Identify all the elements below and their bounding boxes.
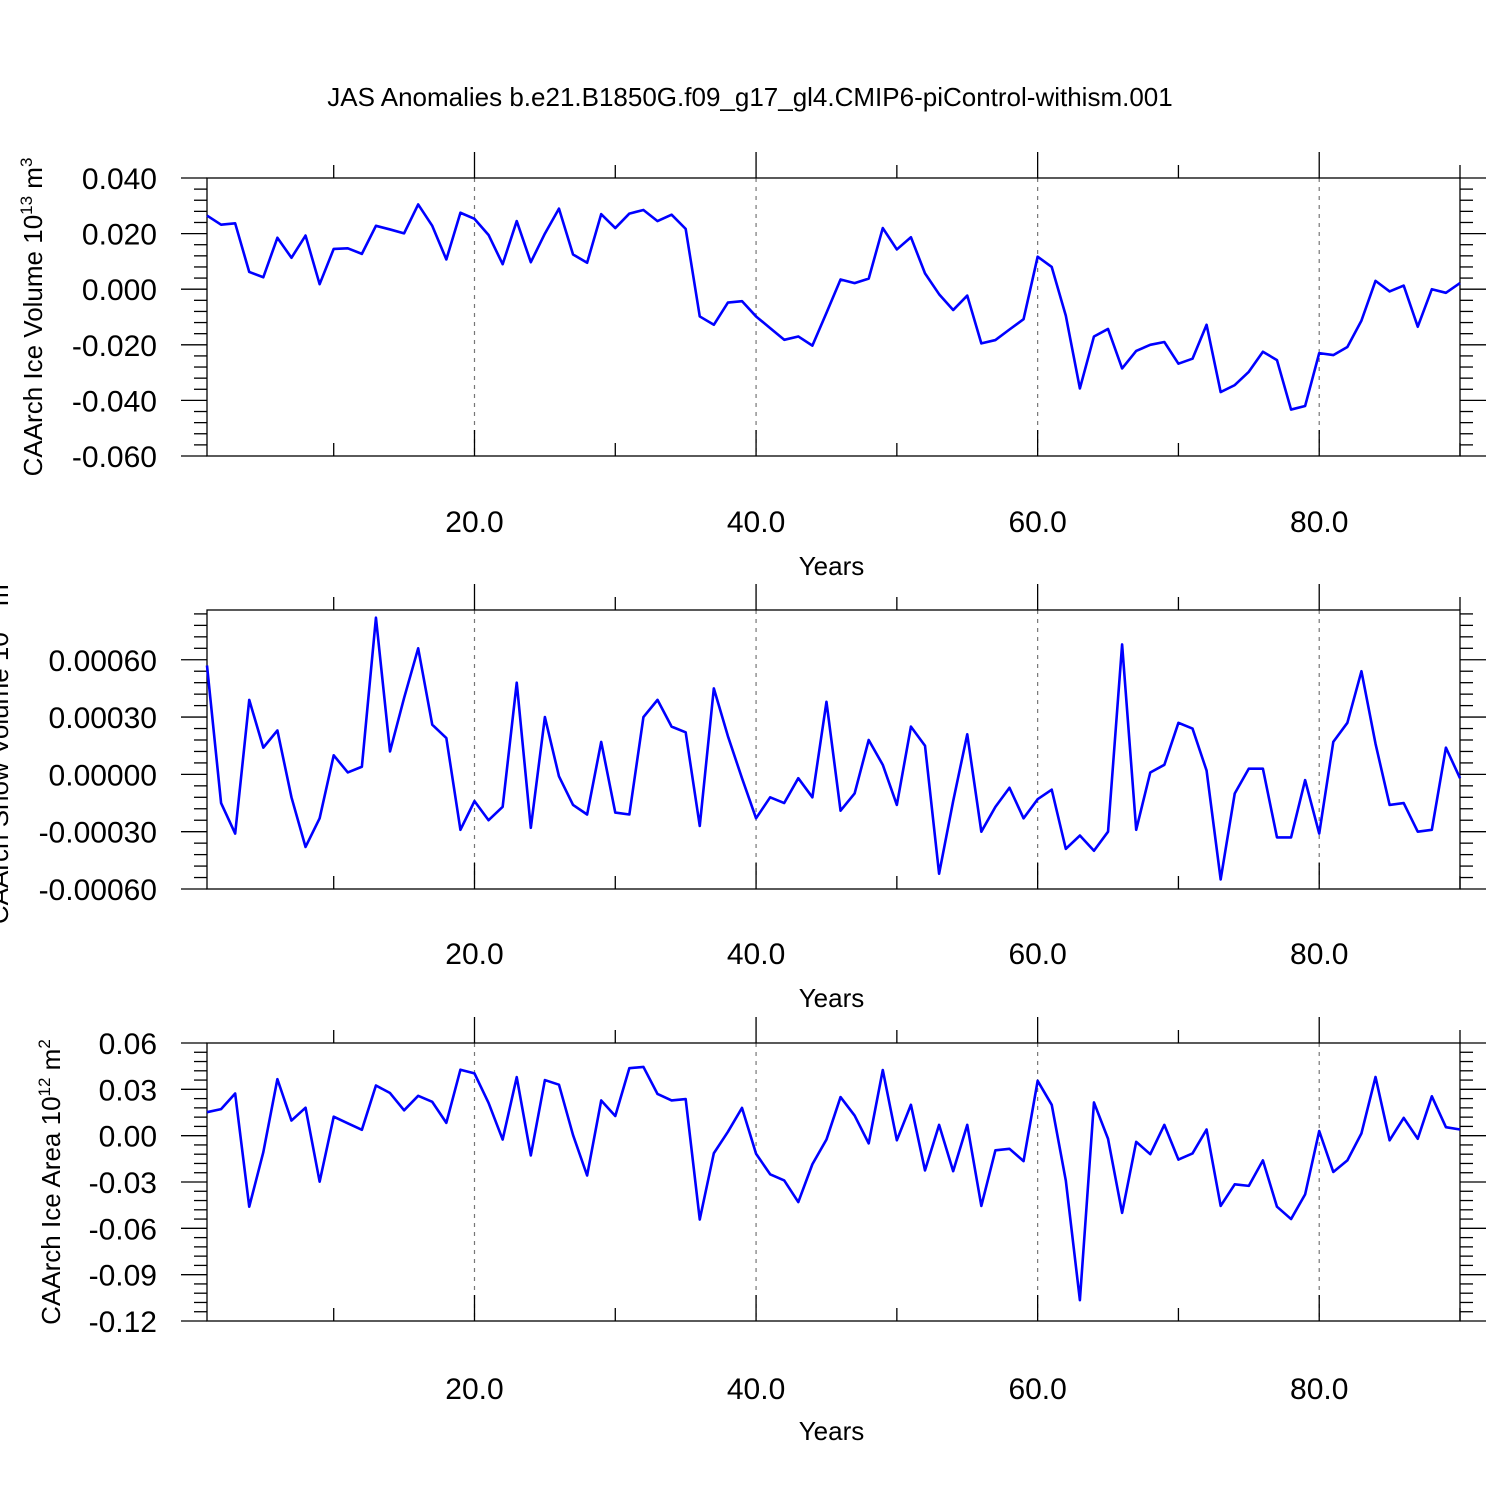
series-line — [205, 616, 1462, 881]
y-tick-label: 0.040 — [82, 163, 157, 196]
plot-frame — [206, 1042, 1461, 1322]
y-axis-label: CAArch Snow Volume 1013 m3 — [0, 575, 14, 924]
y-tick-label: 0.020 — [82, 219, 157, 252]
panel-3: 20.0 40.0 60.0 80.0 0.06 0.03 0.00 -0.03 -0.06 -0… — [35, 1017, 1486, 1446]
x-tick-label: 20.0 — [445, 1373, 503, 1406]
x-tick-label: 60.0 — [1008, 1373, 1066, 1406]
y-tick-label: -0.020 — [72, 330, 157, 363]
y-tick-label: 0.03 — [99, 1074, 157, 1107]
x-tick-label: 60.0 — [1008, 506, 1066, 539]
plot-frame — [206, 609, 1461, 890]
series-line — [206, 203, 1461, 411]
x-tick-label: 60.0 — [1008, 938, 1066, 971]
y-tick-label: 0.000 — [82, 274, 157, 307]
panel-1: 20.0 40.0 60.0 80.0 0.040 0.020 0.000 -0.020 -0.… — [17, 152, 1486, 581]
panel-2: 20.0 40.0 60.0 80.0 0.00060 0.00030 0.00000 -0.… — [0, 575, 1486, 1013]
y-tick-label: -0.03 — [89, 1167, 157, 1200]
x-tick-label: 40.0 — [727, 938, 785, 971]
y-tick-label: -0.09 — [89, 1260, 157, 1293]
x-tick-label: 80.0 — [1290, 1373, 1348, 1406]
x-axis-label: Years — [799, 1416, 865, 1446]
series-line — [206, 1065, 1461, 1302]
x-tick-label: 80.0 — [1290, 938, 1348, 971]
x-axis-label: Years — [799, 551, 865, 581]
x-tick-label: 20.0 — [445, 506, 503, 539]
y-tick-label: -0.00060 — [39, 874, 157, 907]
x-tick-label: 40.0 — [727, 506, 785, 539]
chart-title: JAS Anomalies b.e21.B1850G.f09_g17_gl4.C… — [327, 82, 1172, 112]
y-tick-label: 0.00 — [99, 1121, 157, 1154]
y-axis-label: CAArch Ice Volume 1013 m3 — [17, 158, 48, 477]
x-tick-label: 20.0 — [445, 938, 503, 971]
y-tick-label: -0.06 — [89, 1213, 157, 1246]
y-tick-label: 0.06 — [99, 1028, 157, 1061]
plot-frame — [206, 177, 1461, 457]
y-tick-label: -0.060 — [72, 441, 157, 474]
y-axis-label: CAArch Ice Area 1012 m2 — [35, 1039, 66, 1325]
y-tick-label: 0.00060 — [49, 645, 157, 678]
y-tick-label: 0.00030 — [49, 702, 157, 735]
y-tick-label: -0.040 — [72, 385, 157, 418]
x-tick-label: 80.0 — [1290, 506, 1348, 539]
y-tick-label: -0.12 — [89, 1306, 157, 1339]
x-axis-label: Years — [799, 983, 865, 1013]
x-tick-label: 40.0 — [727, 1373, 785, 1406]
y-tick-label: -0.00030 — [39, 817, 157, 850]
y-tick-label: 0.00000 — [49, 759, 157, 792]
